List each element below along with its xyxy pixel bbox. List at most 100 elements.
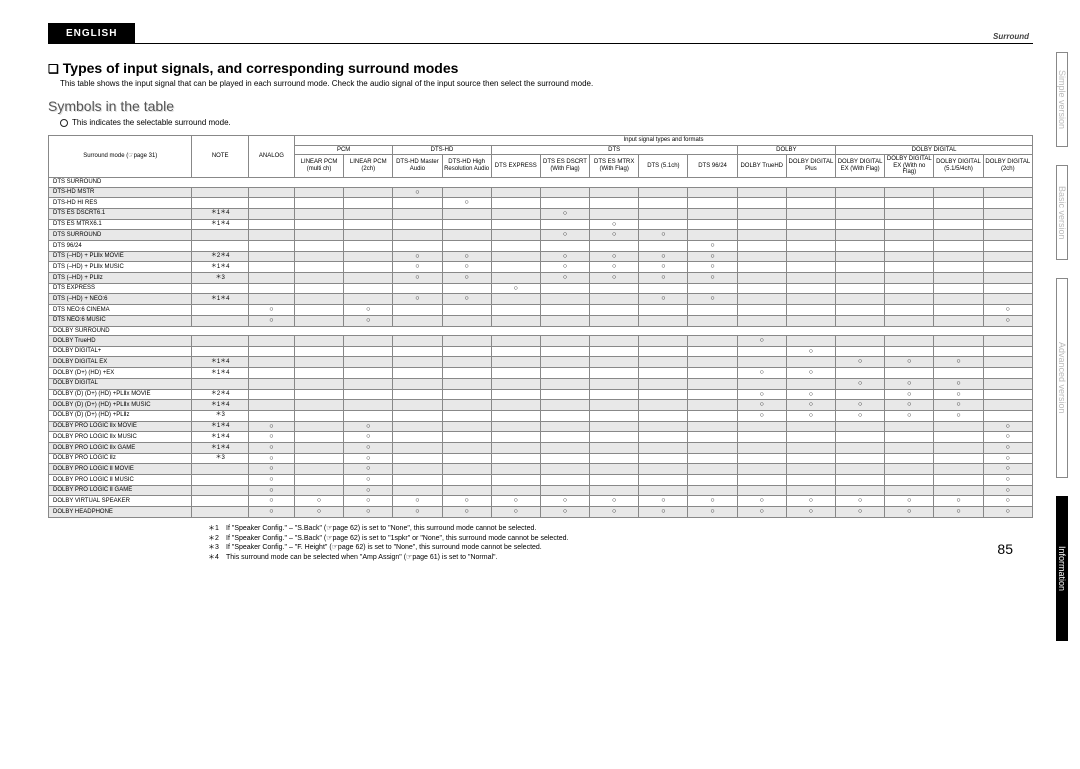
mark-cell (836, 262, 885, 273)
table-row: DTS ES DSCRT6.1＊1＊4○ (49, 208, 1033, 219)
mark-cell: ○ (344, 432, 393, 443)
mark-cell: ○ (248, 432, 294, 443)
mark-cell (590, 241, 639, 252)
mark-cell (639, 453, 688, 464)
tab-information[interactable]: Information (1056, 496, 1068, 641)
mark-cell (540, 305, 589, 316)
mark-cell (836, 475, 885, 486)
mark-cell (639, 219, 688, 230)
note-cell: ＊3 (192, 410, 248, 421)
mark-cell: ○ (885, 378, 934, 389)
table-row: DOLBY PRO LOGIC Ⅱx GAME＊1＊4○○○ (49, 442, 1033, 453)
mark-cell (294, 305, 343, 316)
tab-basic-version[interactable]: Basic version (1056, 165, 1068, 260)
mark-cell (885, 273, 934, 284)
mark-cell (885, 294, 934, 305)
mark-cell (491, 315, 540, 326)
mark-cell (344, 378, 393, 389)
mode-cell: DOLBY DIGITAL+ (49, 346, 192, 357)
mark-cell (737, 464, 786, 475)
mark-cell (590, 305, 639, 316)
mark-cell (393, 485, 442, 496)
mark-cell: ○ (786, 346, 835, 357)
table-row: DTS SURROUND○○○ (49, 230, 1033, 241)
tab-simple-version[interactable]: Simple version (1056, 52, 1068, 147)
side-tabs: Simple version Basic version Advanced ve… (1056, 52, 1080, 712)
mark-cell (540, 315, 589, 326)
mark-cell (393, 208, 442, 219)
mark-cell (393, 230, 442, 241)
mark-cell (442, 485, 491, 496)
mark-cell: ○ (836, 410, 885, 421)
note-cell (192, 305, 248, 316)
mark-cell: ○ (688, 496, 737, 507)
note-cell: ＊1＊4 (192, 262, 248, 273)
footnotes: ＊1If "Speaker Config." – "S.Back" (☞page… (208, 524, 1033, 563)
mark-cell (344, 198, 393, 209)
mark-cell (983, 283, 1032, 294)
table-row: DTS 96/24○ (49, 241, 1033, 252)
mark-cell: ○ (786, 410, 835, 421)
mode-cell: DOLBY PRO LOGIC Ⅱ MUSIC (49, 475, 192, 486)
group-dolby: DOLBY (737, 145, 835, 155)
mark-cell (688, 346, 737, 357)
mark-cell (688, 305, 737, 316)
mark-cell (786, 208, 835, 219)
mode-cell: DTS ES MTRX6.1 (49, 219, 192, 230)
mark-cell (344, 410, 393, 421)
mark-cell (590, 453, 639, 464)
table-row: DOLBY HEADPHONE○○○○○○○○○○○○○○○○ (49, 507, 1033, 518)
note-cell: ＊2＊4 (192, 251, 248, 262)
mark-cell (836, 283, 885, 294)
mode-cell: DOLBY PRO LOGIC Ⅱ MOVIE (49, 464, 192, 475)
mark-cell (590, 198, 639, 209)
mark-cell (934, 421, 983, 432)
mark-cell: ○ (639, 230, 688, 241)
mark-cell (836, 208, 885, 219)
mark-cell (688, 283, 737, 294)
mark-cell (540, 241, 589, 252)
mark-cell (248, 208, 294, 219)
mark-cell (393, 432, 442, 443)
mark-cell (639, 336, 688, 347)
mark-cell (590, 368, 639, 379)
mark-cell: ○ (442, 496, 491, 507)
tab-advanced-version[interactable]: Advanced version (1056, 278, 1068, 478)
table-row: DOLBY (D) (D+) (HD) +PLⅡz＊3○○○○○ (49, 410, 1033, 421)
mark-cell (590, 357, 639, 368)
group-dts: DTS (491, 145, 737, 155)
mark-cell (983, 357, 1032, 368)
mark-cell: ○ (885, 357, 934, 368)
mark-cell: ○ (934, 389, 983, 400)
mark-cell (639, 464, 688, 475)
note-cell (192, 507, 248, 518)
mark-cell (836, 219, 885, 230)
mode-cell: DTS (–HD) + PLⅡz (49, 273, 192, 284)
mark-cell (540, 336, 589, 347)
heading-text: Types of input signals, and correspondin… (63, 60, 459, 76)
mark-cell (786, 378, 835, 389)
mark-cell (442, 432, 491, 443)
note-cell (192, 336, 248, 347)
mark-cell (590, 336, 639, 347)
mark-cell (639, 378, 688, 389)
mark-cell (934, 241, 983, 252)
mark-cell (885, 315, 934, 326)
mark-cell (786, 262, 835, 273)
mark-cell: ○ (491, 496, 540, 507)
mark-cell (737, 421, 786, 432)
mark-cell: ○ (590, 273, 639, 284)
mark-cell: ○ (344, 496, 393, 507)
mark-cell (737, 187, 786, 198)
mark-cell (688, 219, 737, 230)
mark-cell (885, 432, 934, 443)
mark-cell: ○ (344, 507, 393, 518)
mark-cell (639, 432, 688, 443)
mark-cell (491, 464, 540, 475)
mark-cell (786, 230, 835, 241)
mark-cell (294, 378, 343, 389)
mark-cell (491, 368, 540, 379)
mark-cell: ○ (344, 305, 393, 316)
mark-cell: ○ (639, 507, 688, 518)
mark-cell (836, 187, 885, 198)
